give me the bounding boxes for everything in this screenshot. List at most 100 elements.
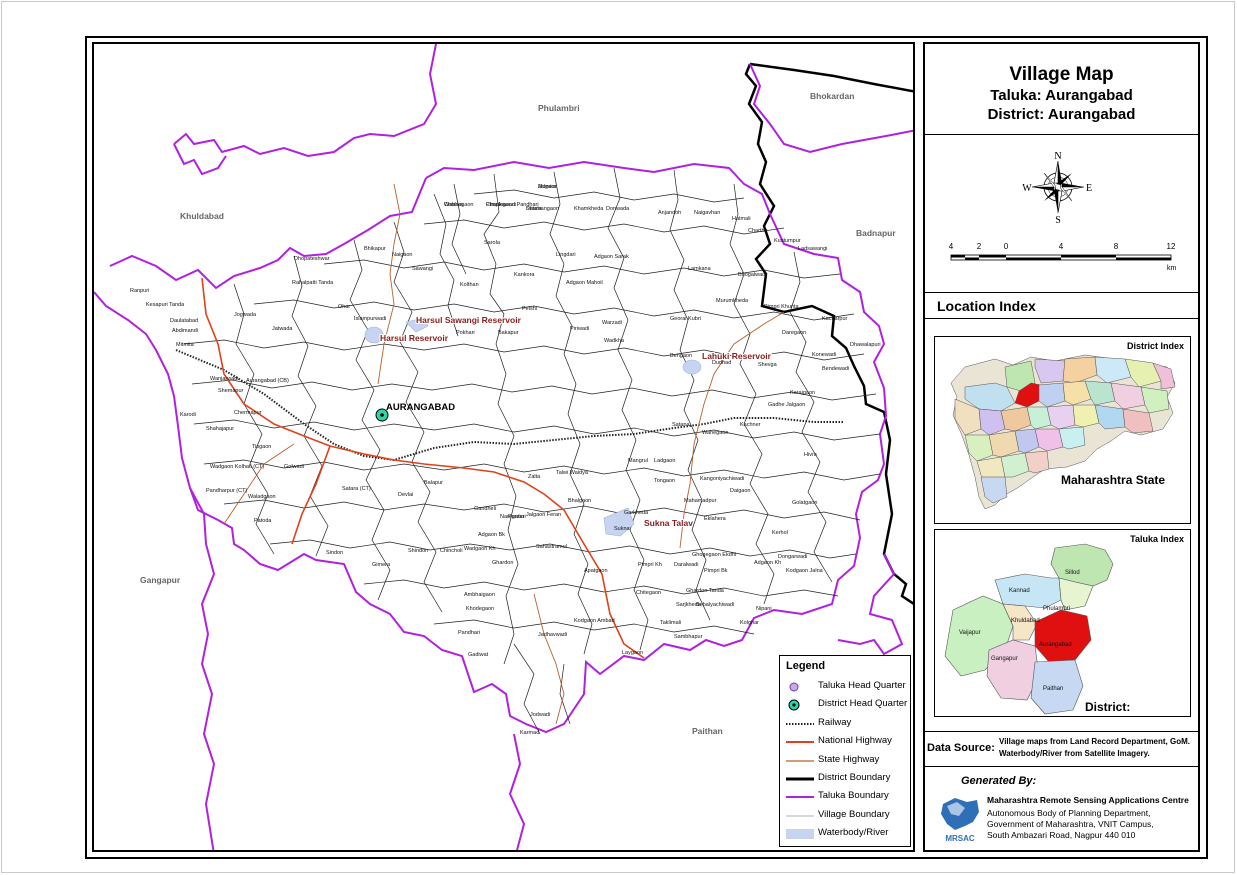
taluka-index-label: Taluka Index xyxy=(1130,534,1184,544)
map-frame: Phulambri Bhokardan Khuldabad Badnapur G… xyxy=(92,42,915,852)
scale-tick-label: 8 xyxy=(1114,242,1119,251)
outer-frame xyxy=(85,36,1208,859)
village-label: Morvira xyxy=(538,184,557,190)
district-title: District: Aurangabad xyxy=(987,106,1136,123)
legend-label: Taluka Head Quarter xyxy=(818,680,906,691)
state-highways xyxy=(223,183,785,725)
district-hq-marker xyxy=(375,408,389,422)
village-label: Kesapuri Tanda xyxy=(146,302,185,308)
map-labels: Phulambri Bhokardan Khuldabad Badnapur G… xyxy=(140,91,896,736)
taluka-index-map: Taluka Index Sillod Kannad Phulambri K xyxy=(934,529,1191,717)
village-label: Kerhol xyxy=(772,530,788,536)
railway-line xyxy=(175,349,844,462)
village-label: Chaukawadi xyxy=(486,202,516,208)
neighbor-label-bhokardan: Bhokardan xyxy=(810,91,854,101)
compass-n: N xyxy=(1054,151,1061,162)
railway-icon xyxy=(786,718,814,730)
taluka-index-caption: District: Aurangabad xyxy=(1085,700,1155,716)
village-label: Pardari xyxy=(508,514,526,520)
generated-by-org: Maharashtra Remote Sensing Applications … xyxy=(987,795,1189,805)
compass-scale-block: N S E W 4 2 0 4 8 12 km xyxy=(925,135,1198,293)
village-label: Ranpuri xyxy=(130,288,149,294)
village-label: Georai Kubri xyxy=(670,316,701,322)
legend-item-taluka-hq: Taluka Head Quarter xyxy=(784,678,910,695)
neighbor-label-gangapur: Gangapur xyxy=(140,575,181,585)
neighbor-label-khuldabad: Khuldabad xyxy=(180,211,224,221)
taluka-index-sillod: Sillod xyxy=(1065,570,1080,576)
village-label: Shemapur xyxy=(218,388,244,394)
district-index-label: District Index xyxy=(1126,341,1184,351)
scale-bar: 4 2 0 4 8 12 km xyxy=(949,242,1177,272)
compass-w: W xyxy=(1022,183,1032,194)
hq-label: AURANGABAD xyxy=(386,402,455,413)
map-title: Village Map xyxy=(1009,64,1114,85)
village-label: Daregaon xyxy=(782,330,806,336)
village-label: Kustumpur xyxy=(774,238,801,244)
compass-e: E xyxy=(1086,183,1092,194)
village-label: Taklimali xyxy=(660,620,681,626)
village-label: Jodwadi xyxy=(530,712,550,718)
village-label: Devlai xyxy=(398,492,413,498)
reservoir-label-sukna: Sukna Talav xyxy=(644,518,693,528)
village-label: Ghardon Tanda xyxy=(686,588,725,594)
taluka-index-gangapur: Gangapur xyxy=(991,656,1018,662)
village-label: Chincholi xyxy=(440,548,463,554)
village-label: Daigaon xyxy=(730,488,751,494)
village-label: Bhikapur xyxy=(364,246,386,252)
village-label: Patoda xyxy=(254,518,272,524)
village-label: Wadkha xyxy=(604,338,625,344)
village-label: Dongarwadi xyxy=(778,554,807,560)
village-label: Karmad xyxy=(520,730,539,736)
village-label: Pimpri Kh xyxy=(638,562,662,568)
compass-s: S xyxy=(1055,215,1061,224)
village-label: Jalgaon xyxy=(538,184,557,190)
taluka-index-paithan: Paithan xyxy=(1043,686,1063,692)
data-source-text: Village maps from Land Record Department… xyxy=(999,736,1190,760)
village-label: Pelshi xyxy=(522,306,537,312)
village-label: Bhalgaon xyxy=(568,498,591,504)
village-label: Daralwadi xyxy=(674,562,698,568)
data-source-line-1: Village maps from Land Record Department… xyxy=(999,737,1190,746)
legend-item-district-hq: District Head Quarter xyxy=(784,696,910,713)
taluka-boundary-icon xyxy=(786,791,814,803)
scale-tick-label: 4 xyxy=(1059,242,1064,251)
village-label: Talwi Waidya xyxy=(556,470,589,476)
district-boundary-icon xyxy=(786,773,814,785)
taluka-boundary-bhokardan xyxy=(749,63,913,154)
taluka-boundary xyxy=(94,160,888,734)
village-label: Pimpri Khunta xyxy=(764,304,799,310)
village-label: Sambhapur xyxy=(674,634,703,640)
village-label: Zalta xyxy=(528,474,541,480)
village-label: Jadhavwadi xyxy=(538,632,567,638)
waterbody-icon xyxy=(786,828,814,840)
village-label: Jogwada xyxy=(234,312,257,318)
district-boundary-north xyxy=(749,62,913,93)
village-label: Bhogalwadi xyxy=(738,272,766,278)
village-label: Abdimandi xyxy=(172,328,198,334)
generated-by-label: Generated By: xyxy=(961,775,1037,787)
scale-tick-label: 12 xyxy=(1167,242,1176,251)
village-label: Pimplegaon Pandhari xyxy=(486,202,539,208)
village-label: Chermapur xyxy=(234,410,262,416)
village-label: Wadgaon Kolhati (CT) xyxy=(210,464,264,470)
village-label: Pandharpur (CT) xyxy=(206,488,247,494)
village-label: Khodegaon xyxy=(466,606,494,612)
village-label: Gadhe Jalgaon xyxy=(768,402,805,408)
legend-label: Railway xyxy=(818,716,852,728)
village-label: Wahegaon xyxy=(702,430,728,436)
village-label: Wahhegaon xyxy=(444,202,473,208)
village-label: Naregaon xyxy=(500,514,524,520)
village-label: Wanjarwadi xyxy=(210,376,239,382)
mrsac-logo-text: MRSAC xyxy=(945,834,975,843)
legend-label: District Boundary xyxy=(818,772,891,783)
village-label: Garkheda xyxy=(624,510,649,516)
state-highway-icon xyxy=(786,755,814,767)
village-label: Piriwadi xyxy=(570,326,589,332)
neighbor-label-paithan: Paithan xyxy=(692,726,723,736)
village-label: Bakapur xyxy=(498,330,519,336)
village-label: Ladgaon xyxy=(654,458,675,464)
village-label: Gandheli xyxy=(474,506,496,512)
village-label: Mitmita xyxy=(176,342,195,348)
